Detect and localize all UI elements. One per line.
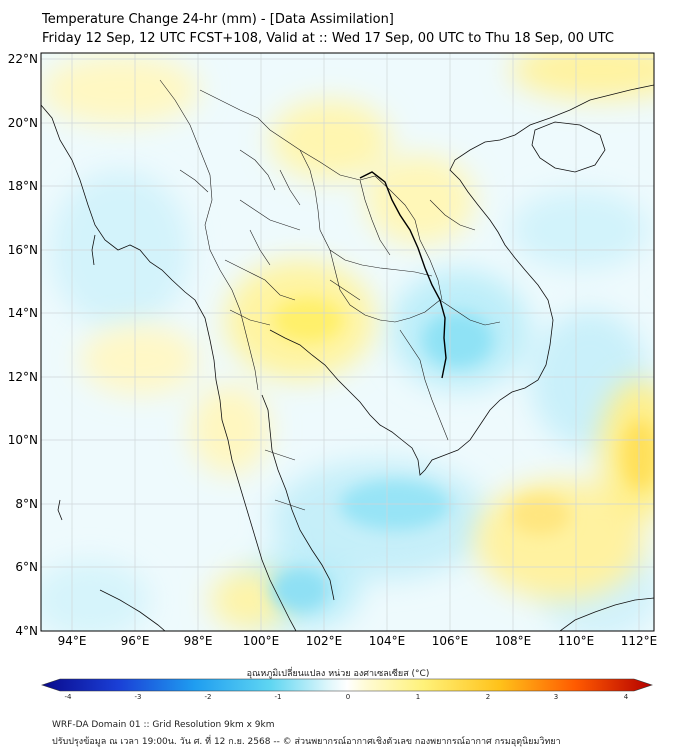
colorbar-label: อุณหภูมิเปลี่ยนแปลง หน่วย องศาเซลเซียส (… <box>246 669 430 679</box>
colorbar-tick: 3 <box>554 693 558 700</box>
lon-label: 100°E <box>243 634 280 648</box>
lat-label: 6°N <box>15 560 38 574</box>
lon-label: 102°E <box>306 634 343 648</box>
lat-label: 14°N <box>8 306 38 320</box>
lat-label: 18°N <box>8 179 38 193</box>
lon-label: 108°E <box>495 634 532 648</box>
colorbar-tick: 1 <box>416 693 420 700</box>
colorbar-tick: -1 <box>275 693 282 700</box>
colorbar-tick: 0 <box>346 693 350 700</box>
lat-label: 20°N <box>8 116 38 130</box>
lon-label: 106°E <box>432 634 469 648</box>
lon-label: 94°E <box>58 634 87 648</box>
lon-label: 110°E <box>558 634 595 648</box>
coastlines <box>41 84 654 631</box>
lon-label: 112°E <box>621 634 658 648</box>
lat-label: 10°N <box>8 433 38 447</box>
colorbar-tick: 2 <box>486 693 490 700</box>
lat-label: 16°N <box>8 243 38 257</box>
colorbar-tick: -4 <box>65 693 73 700</box>
lon-label: 96°E <box>121 634 150 648</box>
map-field <box>41 53 654 631</box>
colorbar-tick: 4 <box>624 693 629 700</box>
map-subtitle: Friday 12 Sep, 12 UTC FCST+108, Valid at… <box>42 31 614 46</box>
map-frame <box>40 52 655 632</box>
main-border <box>359 171 447 379</box>
lon-label: 104°E <box>369 634 406 648</box>
lon-label: 98°E <box>184 634 213 648</box>
footer-credit: ปรับปรุงข้อมูล ณ เวลา 19:00น. วัน ศ. ที่… <box>52 737 561 747</box>
map-title: Temperature Change 24-hr (mm) - [Data As… <box>42 12 394 27</box>
colorbar-tick: -3 <box>135 693 142 700</box>
lat-label: 22°N <box>8 52 38 66</box>
lat-label: 12°N <box>8 370 38 384</box>
colorbar-tick: -2 <box>205 693 212 700</box>
lat-label: 4°N <box>15 624 38 638</box>
footer-model-info: WRF-DA Domain 01 :: Grid Resolution 9km … <box>52 720 275 730</box>
lat-label: 8°N <box>15 497 38 511</box>
colorbar: -4 -3 -2 -1 0 1 2 3 4 <box>41 678 653 700</box>
admin-borders <box>159 79 501 511</box>
temperature-change-map: 22°N 20°N 18°N 16°N 14°N 12°N 10°N 8°N 6… <box>8 52 658 700</box>
